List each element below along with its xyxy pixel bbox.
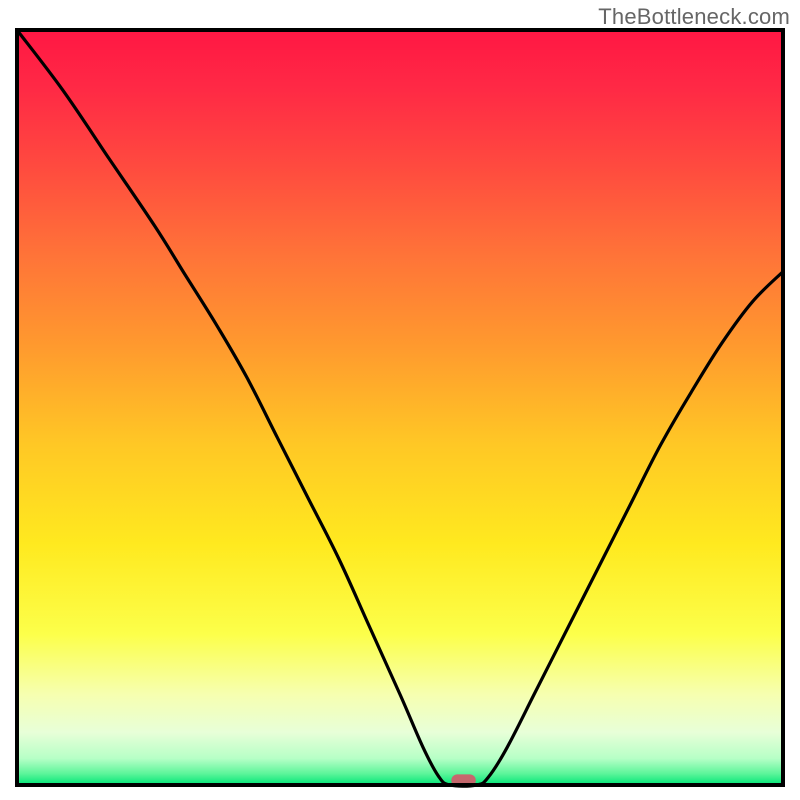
chart-container: TheBottleneck.com <box>0 0 800 800</box>
bottleneck-chart <box>0 0 800 800</box>
gradient-background <box>17 30 783 785</box>
watermark-text: TheBottleneck.com <box>598 4 790 30</box>
